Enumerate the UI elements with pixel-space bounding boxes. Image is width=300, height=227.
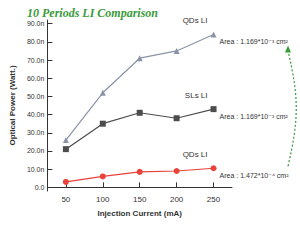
svg-text:QDs LI: QDs LI xyxy=(183,16,208,25)
svg-text:20.0n: 20.0n xyxy=(27,147,45,154)
svg-text:Area : 1.169*10⁻³ cm²: Area : 1.169*10⁻³ cm² xyxy=(220,38,289,45)
svg-text:50.0n: 50.0n xyxy=(27,93,45,100)
svg-text:80.0n: 80.0n xyxy=(27,38,45,45)
svg-text:Area : 1.169*10⁻³ cm²: Area : 1.169*10⁻³ cm² xyxy=(220,113,289,120)
svg-text:70.0n: 70.0n xyxy=(27,57,45,64)
svg-text:QDs LI: QDs LI xyxy=(183,150,208,159)
svg-text:250: 250 xyxy=(207,195,221,204)
svg-text:40.0n: 40.0n xyxy=(27,111,45,118)
svg-text:Injection Current (mA): Injection Current (mA) xyxy=(97,209,182,218)
svg-text:50: 50 xyxy=(61,195,70,204)
svg-text:60.0n: 60.0n xyxy=(27,75,45,82)
svg-text:150: 150 xyxy=(133,195,147,204)
svg-text:Area : 1.472*10⁻⁴ cm²: Area : 1.472*10⁻⁴ cm² xyxy=(220,172,290,179)
svg-text:10 Periods LI Comparison: 10 Periods LI Comparison xyxy=(27,6,158,20)
svg-text:90.0n: 90.0n xyxy=(27,20,45,27)
svg-text:SLs LI: SLs LI xyxy=(185,91,208,100)
svg-text:10.0n: 10.0n xyxy=(27,166,45,173)
svg-text:100: 100 xyxy=(96,195,110,204)
svg-text:200: 200 xyxy=(170,195,184,204)
svg-text:0.0: 0.0 xyxy=(35,184,45,191)
svg-text:30.0n: 30.0n xyxy=(27,129,45,136)
svg-text:Optical Power (Watt.): Optical Power (Watt.) xyxy=(8,65,17,145)
